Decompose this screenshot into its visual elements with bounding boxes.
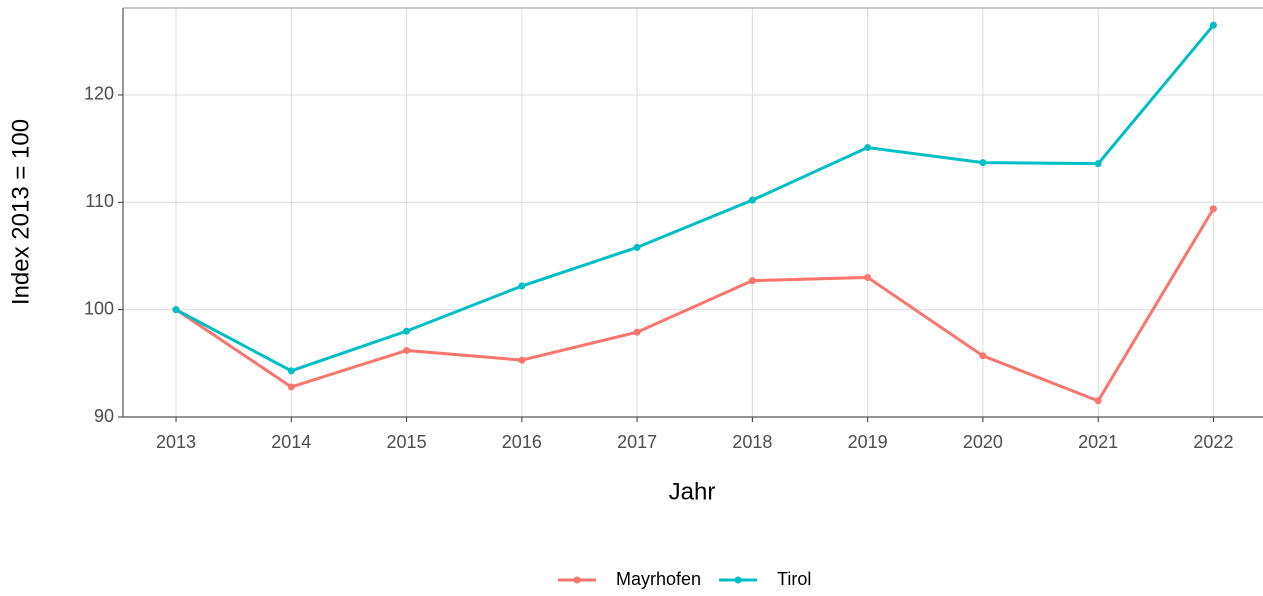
- series-line: [175, 207, 1215, 403]
- point: [1209, 21, 1217, 29]
- point: [748, 196, 756, 204]
- x-axis-label: Jahr: [669, 478, 716, 505]
- x-tick-label: 2016: [502, 432, 542, 452]
- point: [1094, 160, 1102, 168]
- x-tick-label: 2018: [732, 432, 772, 452]
- point: [518, 282, 526, 290]
- series-line: [175, 24, 1215, 373]
- x-tick-label: 2017: [617, 432, 657, 452]
- point: [864, 273, 872, 281]
- y-tick-label: 90: [94, 406, 114, 426]
- point: [518, 356, 526, 364]
- x-tick-label: 2014: [271, 432, 311, 452]
- y-tick-label: 100: [84, 298, 114, 318]
- point: [633, 328, 641, 336]
- point: [403, 327, 411, 335]
- legend-label: Mayrhofen: [616, 569, 701, 589]
- point: [1209, 205, 1217, 213]
- point: [748, 277, 756, 285]
- y-tick-label: 110: [85, 191, 114, 211]
- x-tick-label: 2015: [387, 432, 427, 452]
- legend-key-point: [573, 576, 581, 584]
- legend-key-point: [734, 576, 742, 584]
- point: [403, 346, 411, 354]
- y-axis-label: Index 2013 = 100: [7, 119, 34, 305]
- point: [979, 159, 987, 167]
- point: [287, 367, 295, 375]
- x-tick-label: 2013: [156, 432, 196, 452]
- x-tick-label: 2019: [848, 432, 888, 452]
- y-tick-label: 120: [84, 84, 114, 104]
- point: [864, 144, 872, 152]
- x-tick-label: 2022: [1193, 432, 1233, 452]
- point: [1094, 397, 1102, 405]
- point: [172, 306, 180, 314]
- x-tick-label: 2020: [963, 432, 1003, 452]
- point: [633, 243, 641, 251]
- x-tick-label: 2021: [1078, 432, 1118, 452]
- legend-label: Tirol: [777, 569, 811, 589]
- point: [979, 352, 987, 360]
- point: [287, 383, 295, 391]
